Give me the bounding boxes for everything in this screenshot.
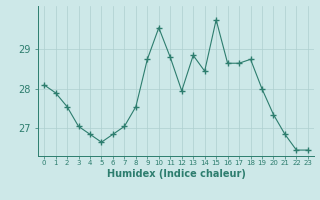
X-axis label: Humidex (Indice chaleur): Humidex (Indice chaleur): [107, 169, 245, 179]
